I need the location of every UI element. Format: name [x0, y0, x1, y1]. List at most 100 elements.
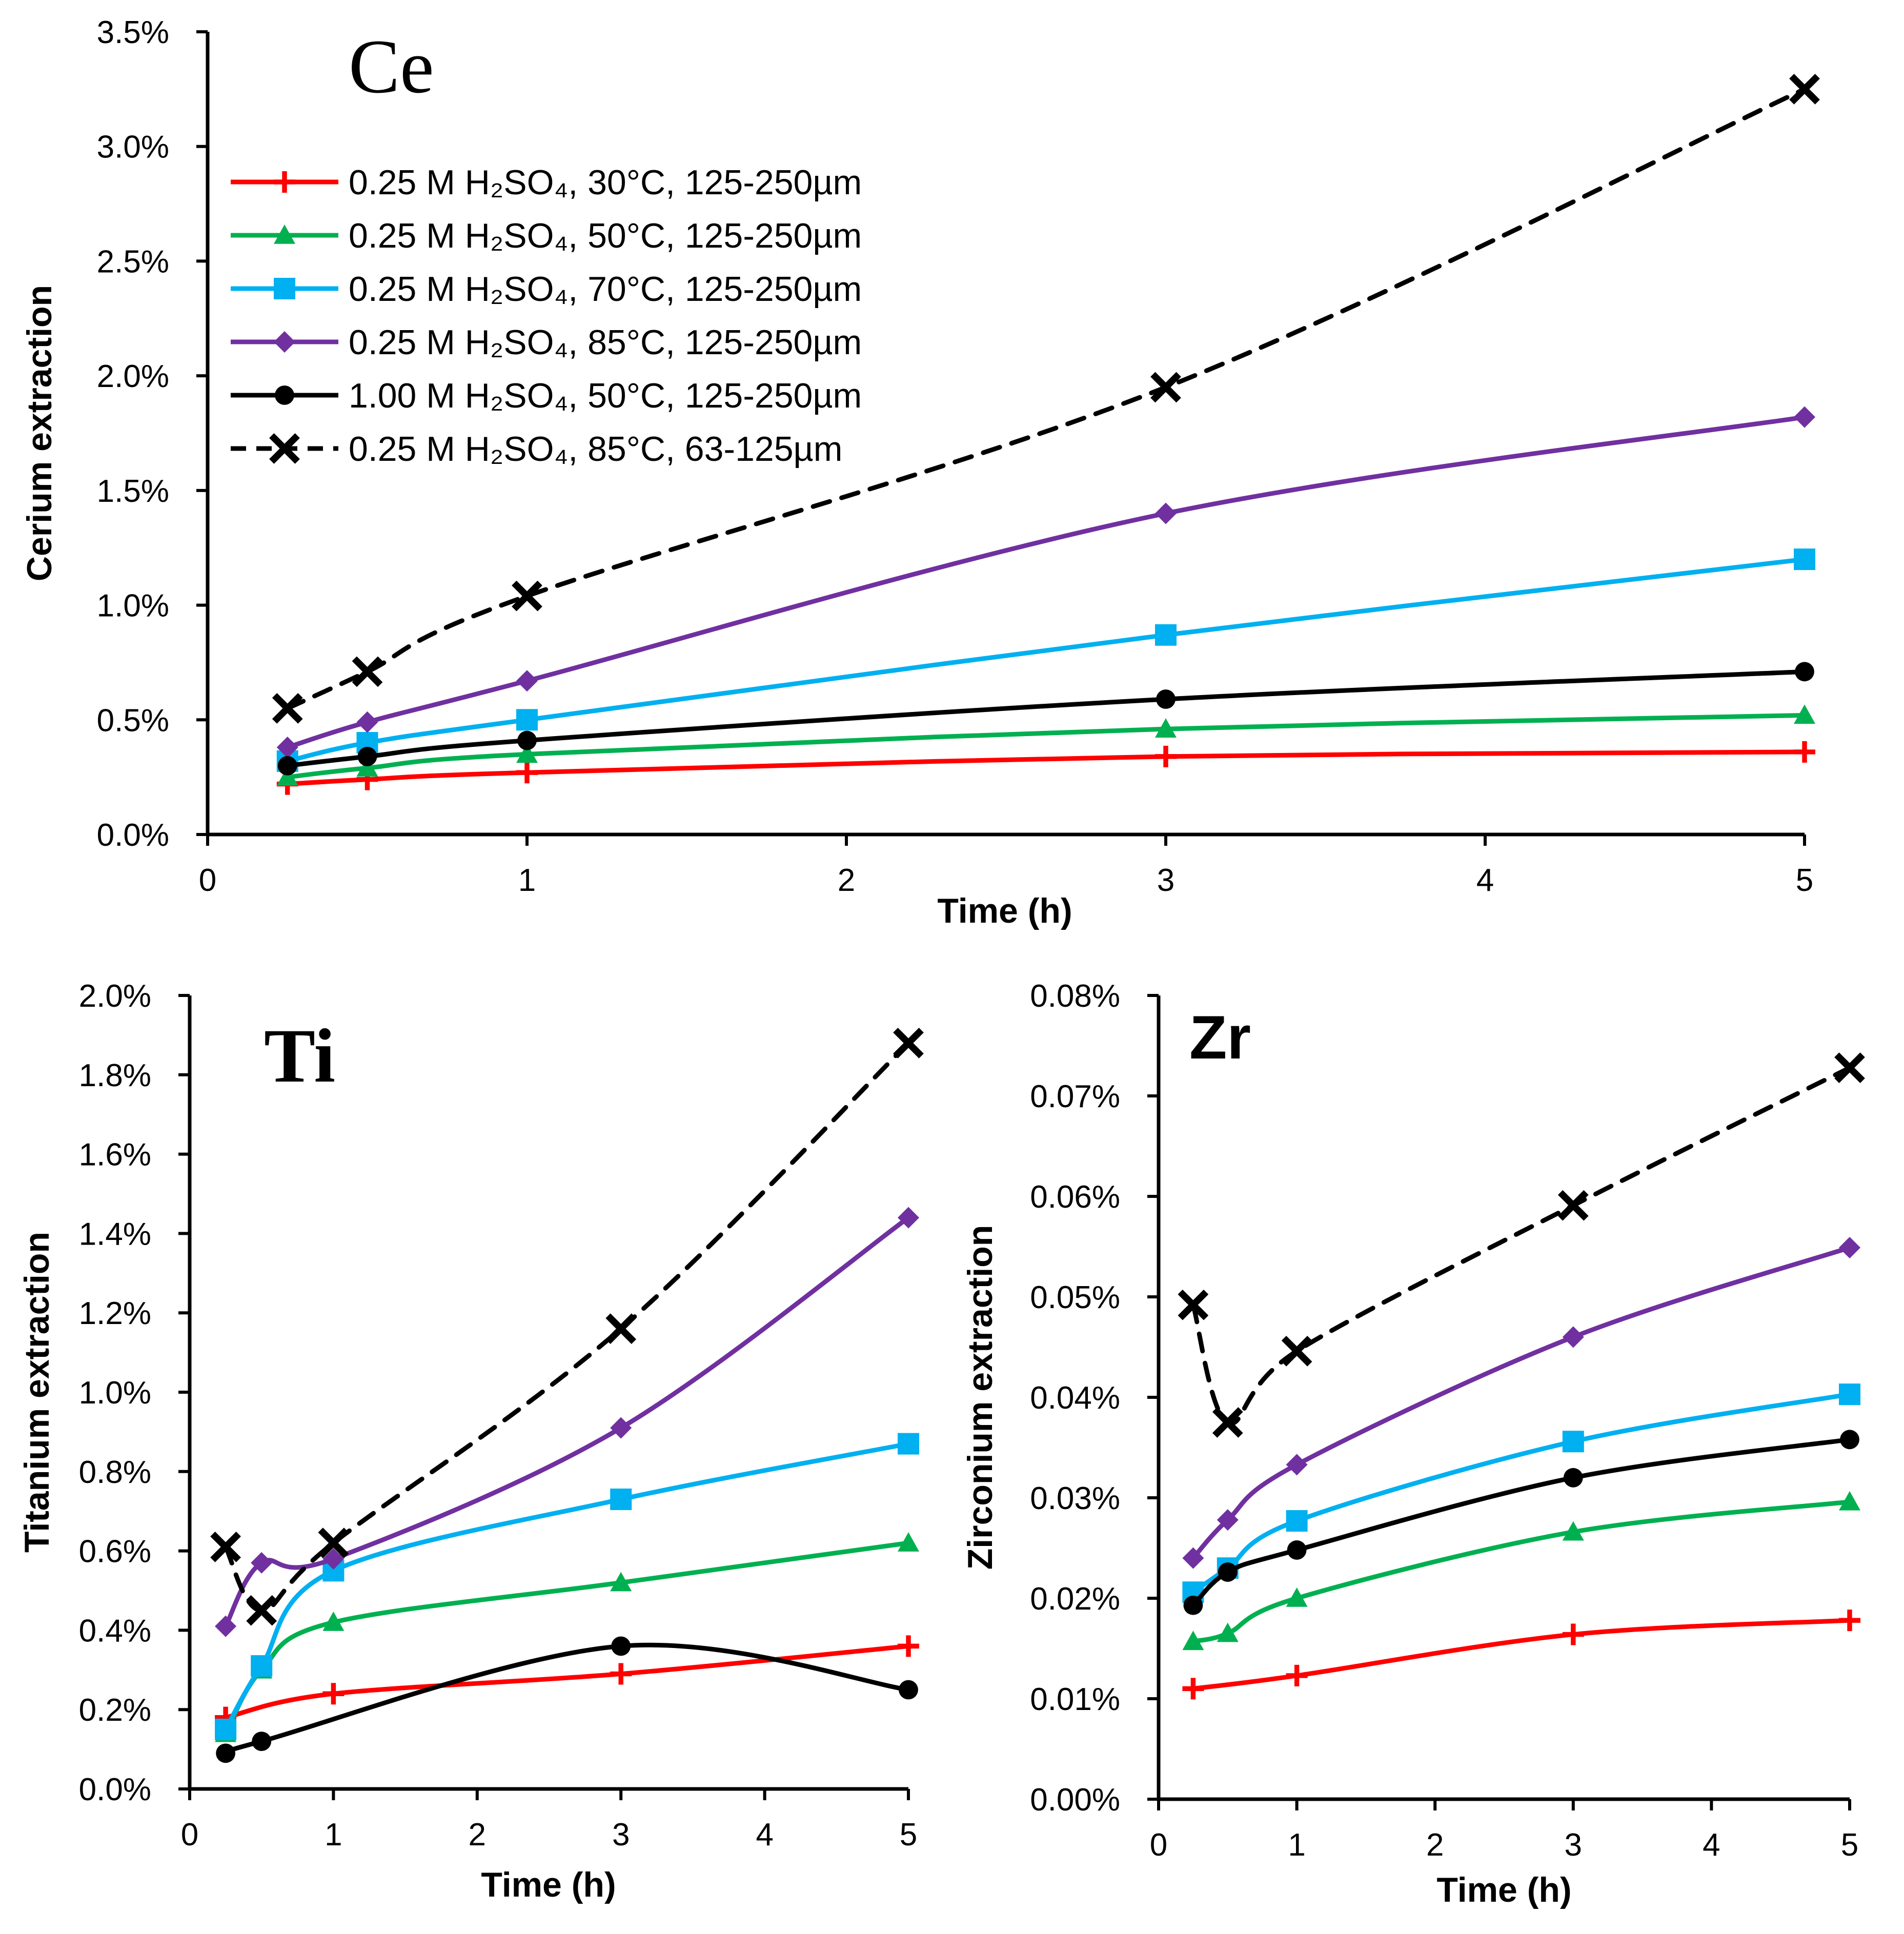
data-point: [605, 1313, 637, 1345]
data-point: [1286, 1587, 1308, 1607]
data-point: [516, 709, 538, 731]
data-point: [610, 1417, 632, 1439]
data-point: [1182, 1678, 1204, 1700]
x-axis-title: Time (h): [481, 1865, 616, 1904]
data-point: [1212, 1407, 1243, 1438]
data-point: [899, 1680, 918, 1700]
y-axis-title: Titanium extraction: [17, 1232, 56, 1553]
series: [276, 704, 1815, 786]
x-tick-label: 1: [1288, 1827, 1305, 1863]
data-point: [276, 736, 298, 758]
x-tick-label: 3: [1565, 1827, 1582, 1863]
data-point: [272, 693, 303, 724]
series: [1182, 1236, 1860, 1569]
series: [215, 1207, 919, 1637]
data-point: [1795, 662, 1814, 682]
data-point: [893, 1028, 924, 1058]
data-point: [610, 1663, 632, 1685]
y-tick-label: 0.06%: [1030, 1179, 1120, 1215]
y-tick-label: 0.04%: [1030, 1380, 1120, 1416]
y-tick-label: 0.00%: [1030, 1782, 1120, 1818]
series: [1182, 1610, 1860, 1700]
series: [272, 73, 1820, 724]
y-tick-label: 0.07%: [1030, 1079, 1120, 1114]
data-point: [251, 1655, 273, 1677]
y-tick-label: 0.05%: [1030, 1280, 1120, 1315]
data-point: [318, 1528, 349, 1558]
data-point: [1794, 548, 1815, 571]
x-tick-label: 0: [1150, 1827, 1167, 1863]
data-point: [356, 757, 378, 777]
data-point: [898, 1532, 919, 1552]
data-point: [1287, 1540, 1307, 1560]
x-tick-label: 5: [900, 1817, 917, 1852]
series: [276, 548, 1815, 772]
data-point: [1562, 1521, 1584, 1541]
data-point: [1839, 1491, 1860, 1511]
legend-marker: [274, 225, 295, 244]
series-line: [285, 557, 1807, 764]
y-tick-label: 0.0%: [97, 818, 169, 853]
series-line: [285, 87, 1807, 711]
y-tick-label: 1.2%: [79, 1296, 151, 1331]
data-point: [1218, 1562, 1238, 1582]
data-point: [1217, 1622, 1239, 1642]
data-point: [1183, 1595, 1203, 1615]
data-point: [512, 580, 542, 612]
data-point: [1155, 624, 1177, 646]
x-tick-label: 1: [325, 1817, 342, 1852]
series-line: [223, 1643, 911, 1720]
data-point: [898, 1433, 919, 1455]
y-tick-label: 1.4%: [79, 1216, 151, 1252]
data-point: [1839, 1383, 1860, 1406]
panel-title: Zr: [1189, 1003, 1251, 1072]
y-tick-label: 0.08%: [1030, 979, 1120, 1014]
data-point: [611, 1636, 631, 1656]
data-point: [322, 1548, 345, 1570]
data-point: [216, 1743, 235, 1763]
series: [215, 1635, 919, 1728]
data-point: [898, 1635, 919, 1657]
data-point: [356, 711, 378, 733]
data-point: [322, 1611, 345, 1631]
data-point: [516, 743, 538, 763]
series-line: [285, 415, 1807, 750]
data-point: [215, 1718, 237, 1740]
legend-label: 0.25 M H₂SO₄, 85°C, 125-250µm: [349, 323, 862, 362]
data-point: [1839, 1610, 1860, 1632]
data-point: [1562, 1326, 1584, 1348]
y-tick-label: 1.5%: [97, 474, 169, 509]
data-point: [517, 730, 537, 750]
y-tick-label: 0.0%: [79, 1772, 151, 1807]
data-point: [1562, 1431, 1584, 1453]
data-point: [1155, 718, 1177, 738]
data-point: [277, 756, 297, 776]
data-point: [1155, 745, 1177, 767]
legend-label: 0.25 M H₂SO₄, 30°C, 125-250µm: [349, 163, 862, 202]
series: [1183, 1430, 1859, 1615]
data-point: [1155, 502, 1177, 524]
y-tick-label: 3.5%: [97, 15, 169, 50]
data-point: [1150, 372, 1181, 403]
series-line: [285, 712, 1807, 780]
panel-title: Ce: [349, 24, 434, 109]
y-tick-label: 1.0%: [97, 588, 169, 624]
series-line: [1190, 1618, 1852, 1691]
data-point: [215, 1615, 237, 1637]
y-tick-label: 0.5%: [97, 703, 169, 738]
data-point: [1217, 1509, 1239, 1531]
y-tick-label: 0.01%: [1030, 1682, 1120, 1717]
data-point: [1834, 1052, 1865, 1083]
data-point: [516, 762, 538, 784]
y-tick-label: 2.5%: [97, 244, 169, 279]
y-tick-label: 1.6%: [79, 1137, 151, 1173]
y-tick-label: 2.0%: [79, 979, 151, 1014]
x-tick-label: 3: [1157, 863, 1174, 898]
data-point: [1286, 1664, 1308, 1686]
legend: 0.25 M H₂SO₄, 30°C, 125-250µm 0.25 M H₂SO…: [231, 163, 862, 469]
x-tick-label: 4: [1703, 1827, 1720, 1863]
series: [210, 1028, 924, 1626]
y-tick-label: 1.8%: [79, 1058, 151, 1093]
